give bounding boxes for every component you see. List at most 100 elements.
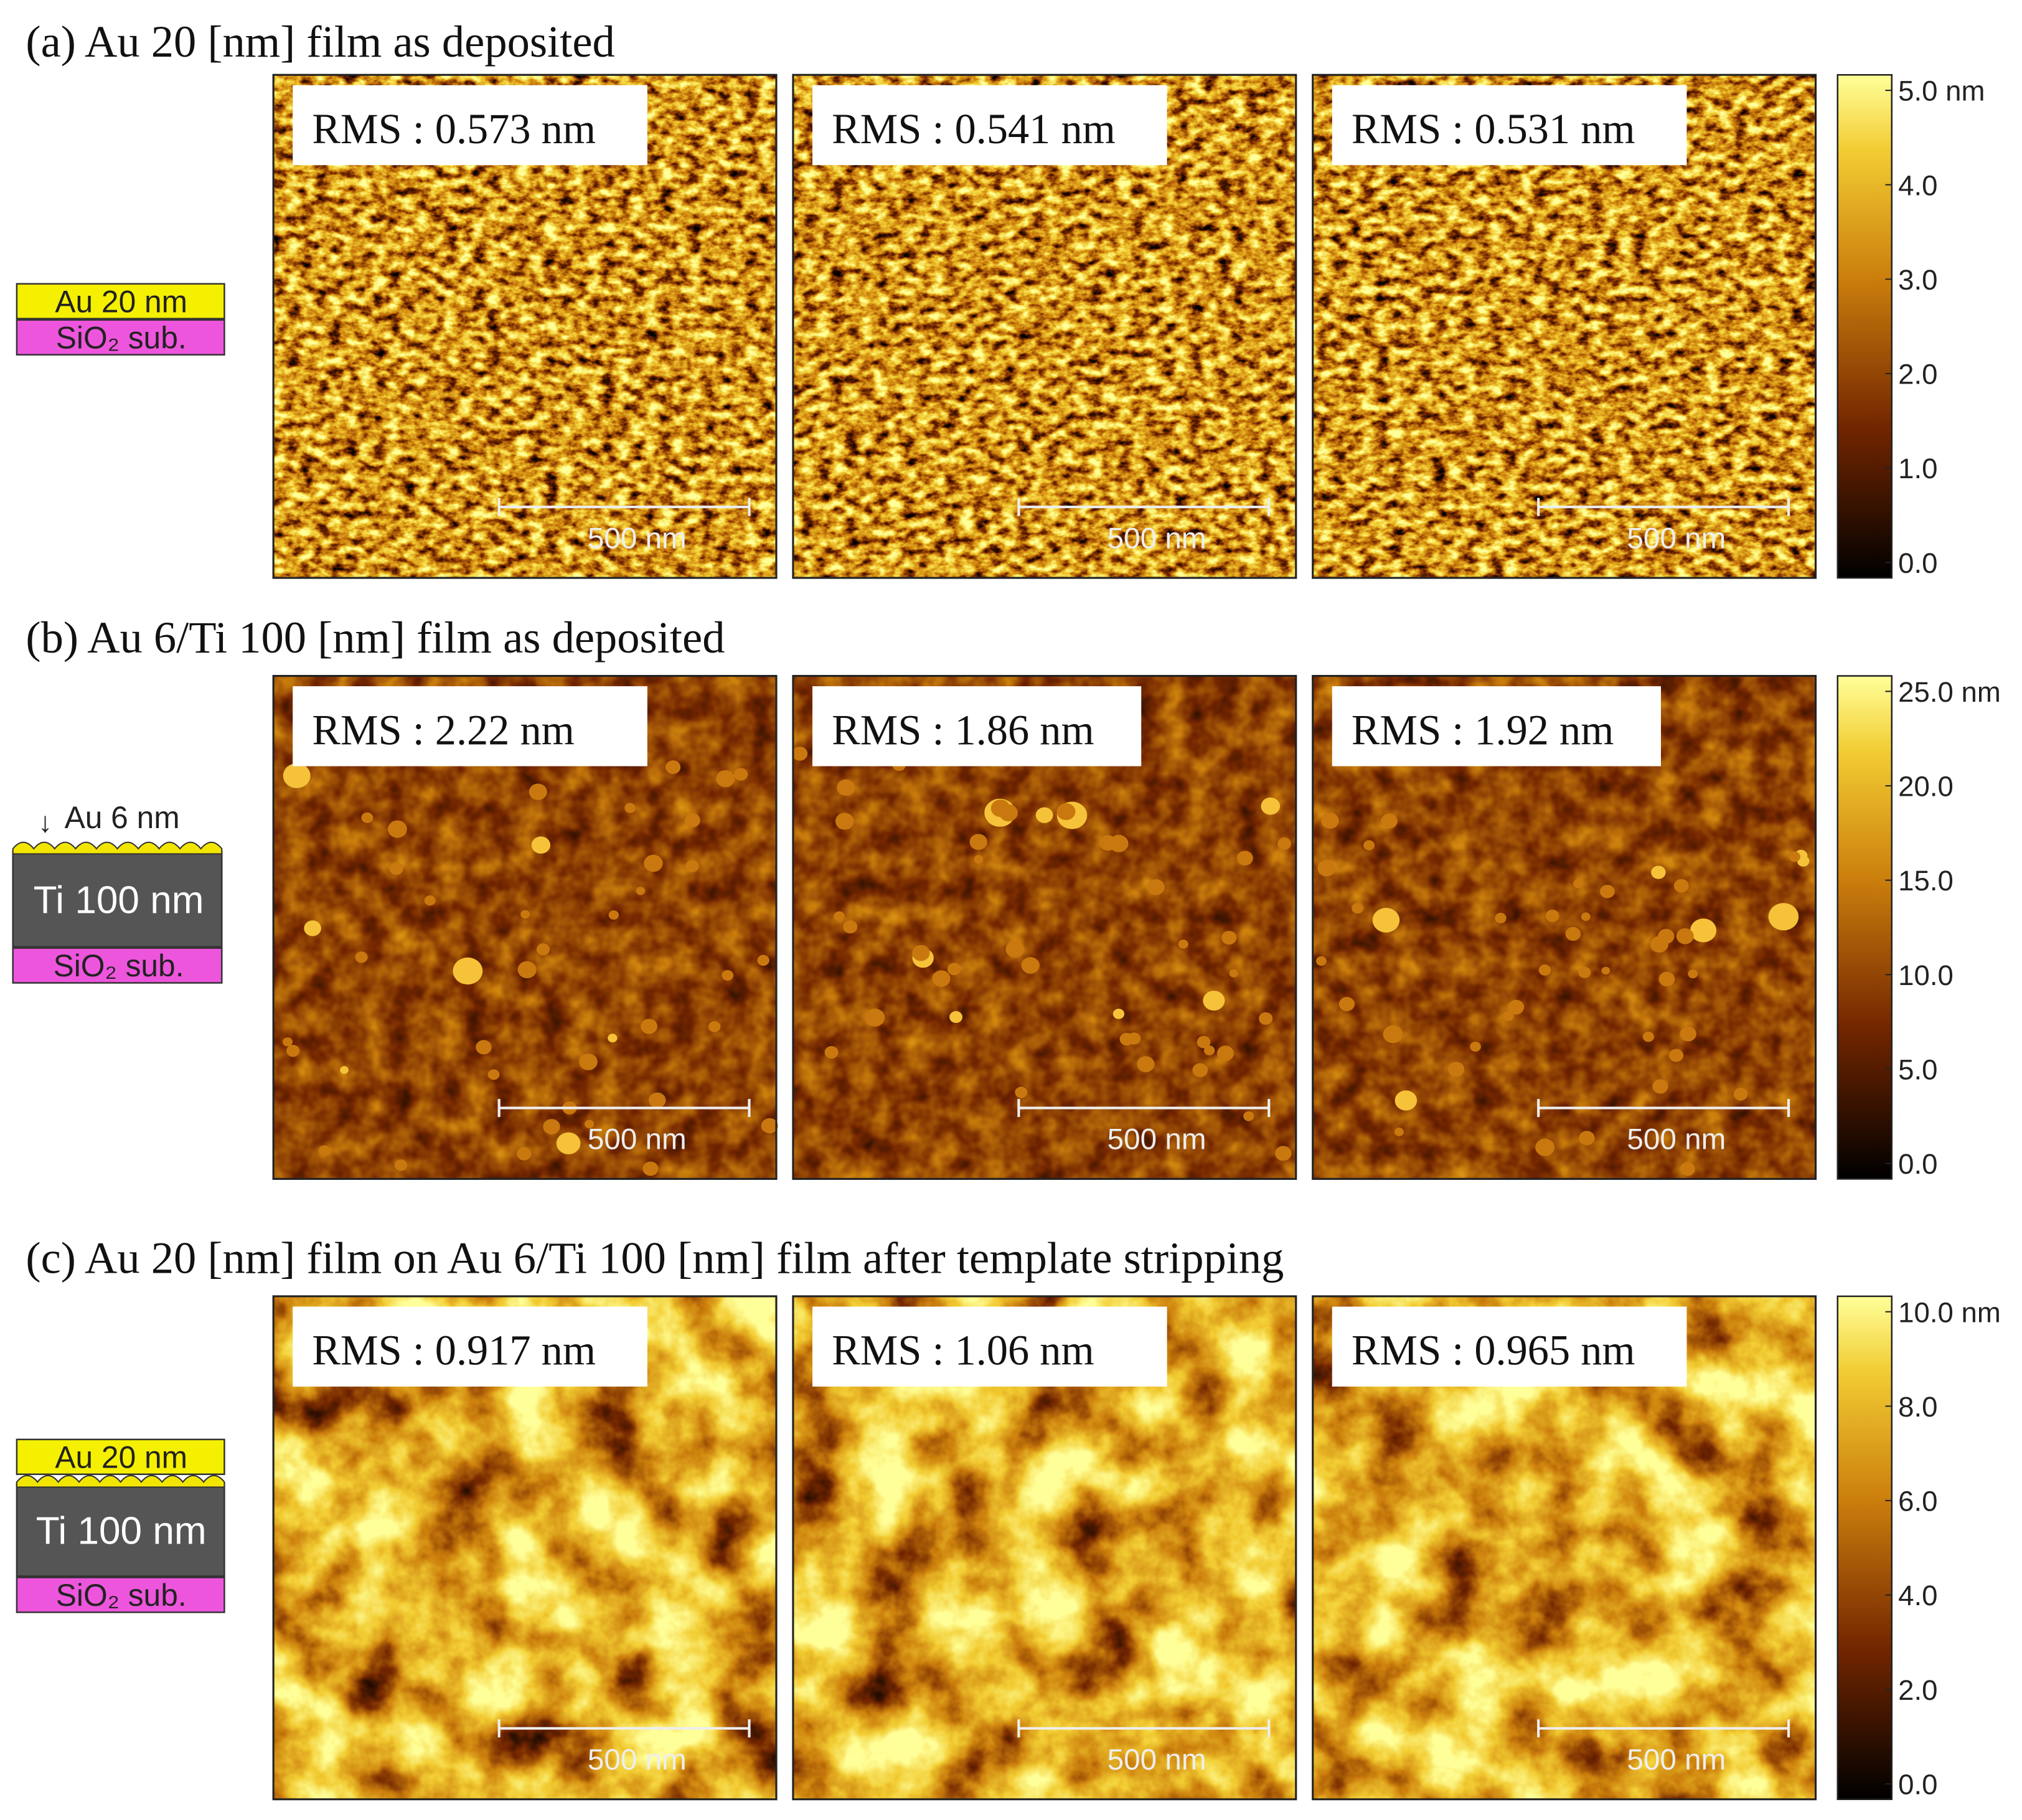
grain (1680, 1026, 1696, 1042)
layer-label: Au 20 nm (55, 1440, 187, 1474)
grain (974, 855, 984, 864)
grain (1573, 879, 1584, 889)
grain (387, 820, 407, 838)
rms-label: RMS : 0.965 nm (1352, 1327, 1635, 1374)
grain (912, 945, 930, 961)
layer-sio2 (16, 1577, 225, 1613)
grain (1600, 884, 1615, 898)
grain (1652, 1079, 1668, 1094)
grain (1352, 903, 1364, 914)
scale-bar-label: 500 nm (1627, 1123, 1726, 1156)
grain (453, 957, 483, 985)
grain (1669, 1049, 1684, 1062)
colorbar-label: 5.0 nm (1898, 75, 1985, 107)
grain (1243, 1111, 1254, 1121)
colorbar-label: 8.0 (1898, 1391, 1937, 1423)
grain (665, 760, 681, 775)
colorbar-label: 2.0 (1898, 359, 1937, 390)
layer-label: Ti 100 nm (36, 1510, 207, 1553)
colorbar (1836, 74, 1893, 579)
panel-title: (c) Au 20 [nm] film on Au 6/Ti 100 [nm] … (26, 1233, 1284, 1283)
grain (990, 799, 1010, 818)
rms-label: RMS : 1.86 nm (832, 706, 1094, 753)
grain (517, 1147, 532, 1161)
grain (517, 961, 537, 979)
layer-label: Au 6 nm (65, 800, 180, 835)
grain (716, 770, 735, 788)
rms-box (293, 1306, 647, 1387)
layer-ti (16, 1483, 225, 1577)
grain (757, 955, 769, 966)
grain (837, 779, 855, 796)
colorbar-label: 0.0 (1898, 1148, 1937, 1180)
grain (1259, 1012, 1273, 1025)
scale-bar-label: 500 nm (1627, 1743, 1726, 1776)
rms-label: RMS : 1.92 nm (1352, 706, 1614, 753)
grain (1578, 966, 1591, 978)
grain (834, 911, 845, 922)
grain (394, 1159, 408, 1171)
grain (644, 854, 663, 872)
layer-ti (12, 851, 223, 948)
colorbar-label: 4.0 (1898, 169, 1937, 201)
scale-bar-label: 500 nm (588, 1123, 687, 1156)
grain (1579, 1131, 1595, 1146)
grain (1005, 941, 1025, 958)
rms-label: RMS : 0.541 nm (832, 105, 1116, 153)
grain (585, 1120, 595, 1129)
grain (1535, 1138, 1555, 1156)
scale-bar-label: 500 nm (588, 1743, 687, 1776)
grain (1112, 1009, 1125, 1019)
grain (340, 1066, 349, 1074)
grain (1277, 837, 1291, 850)
grain (624, 803, 636, 813)
grain (1015, 1087, 1028, 1098)
rms-box (1332, 85, 1687, 166)
grain (1316, 956, 1327, 966)
colorbar-label: 10.0 nm (1898, 1296, 2001, 1328)
rms-box (812, 1306, 1167, 1387)
grain (1197, 1035, 1211, 1049)
grain (1192, 1063, 1208, 1077)
grain (1789, 851, 1800, 862)
colorbar-label: 2.0 (1898, 1674, 1937, 1706)
grain (543, 1119, 560, 1134)
grain (1137, 1056, 1155, 1073)
au-islands (12, 841, 223, 855)
grain (389, 862, 403, 875)
image-frame (1312, 1295, 1817, 1801)
grain (304, 920, 321, 936)
grain (835, 813, 854, 830)
rms-box (293, 85, 647, 166)
grain (1565, 927, 1581, 941)
layer-au (16, 1438, 225, 1475)
grain (685, 860, 699, 872)
grain (520, 910, 530, 919)
grain (1217, 1045, 1234, 1061)
colorbar-label: 3.0 (1898, 264, 1937, 296)
grain (1317, 860, 1336, 877)
grain (947, 963, 961, 976)
layer-au (16, 283, 225, 319)
grain (424, 895, 436, 906)
grain (1768, 903, 1799, 931)
layer-label: SiO₂ sub. (56, 320, 187, 355)
grain (1394, 1128, 1404, 1136)
layer-label: Ti 100 nm (34, 879, 204, 922)
grain (1690, 918, 1717, 943)
grain (1680, 1162, 1695, 1176)
colorbar-label: 5.0 (1898, 1054, 1937, 1085)
grain (1229, 969, 1238, 978)
grain (556, 1132, 581, 1154)
au-islands (16, 1474, 225, 1488)
grain (1127, 1032, 1141, 1045)
grain (1178, 940, 1188, 949)
scale-bar-label: 500 nm (588, 522, 687, 555)
grain (608, 1034, 618, 1043)
grain (1657, 928, 1675, 944)
grain (792, 747, 808, 761)
grain (1275, 1146, 1292, 1161)
grain (318, 1145, 331, 1156)
grain (1545, 909, 1559, 922)
